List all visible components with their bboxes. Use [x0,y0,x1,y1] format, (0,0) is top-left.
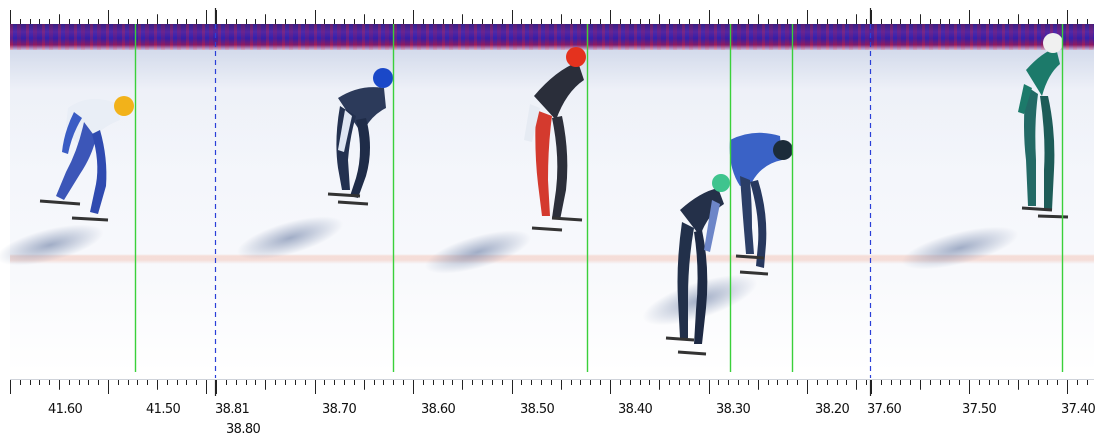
top-tick-marks [10,8,1088,24]
time-label: 37.50 [962,402,997,417]
skater-6 [1018,33,1069,219]
skater-2 [327,68,393,206]
skater-4 [665,174,730,356]
skater-1 [39,96,134,222]
time-label: 38.70 [322,402,357,417]
split-lines [214,24,872,378]
header-noise-band [10,24,1094,50]
time-label-secondary: 38.80 [226,422,261,437]
skater-5 [729,132,793,276]
finish-lines [134,24,1064,372]
time-label: 38.30 [716,402,751,417]
time-label: 37.40 [1061,402,1096,417]
time-label: 38.20 [815,402,850,417]
skater-3 [524,47,586,232]
bottom-tick-marks [10,380,1088,396]
time-label: 38.40 [618,402,653,417]
time-label-segment-start: 38.81 [215,402,250,417]
time-label: 41.50 [146,402,181,417]
skater-shadows [0,216,1019,326]
time-label: 38.60 [421,402,456,417]
time-label: 41.60 [48,402,83,417]
time-label-segment-start: 37.60 [867,402,902,417]
time-label: 38.50 [520,402,555,417]
